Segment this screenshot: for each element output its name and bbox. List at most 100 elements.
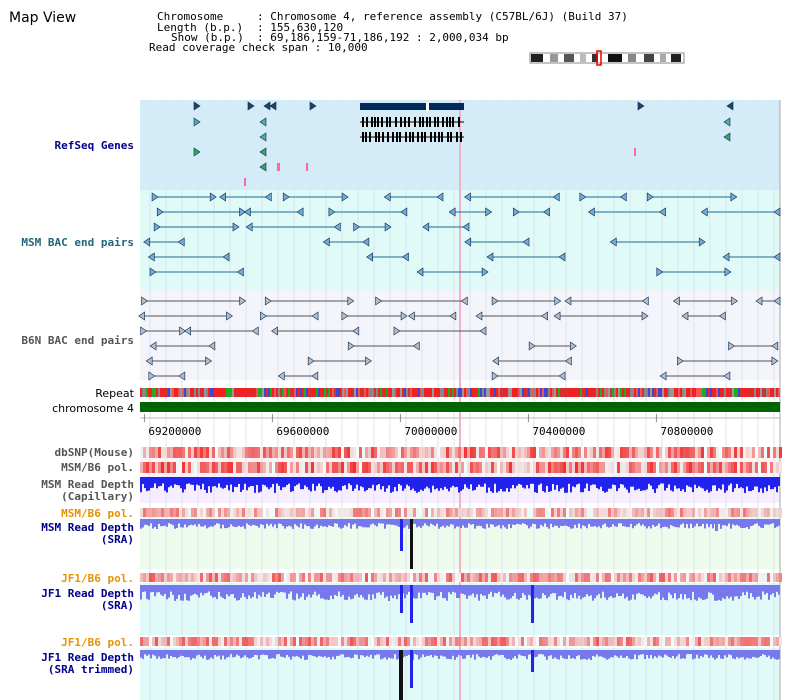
msm-pol-2-cell — [722, 508, 725, 517]
jf1-depth-sra-bar — [336, 585, 338, 597]
jf1-pol-cell — [608, 573, 611, 582]
msm-b6-pol-label-2[interactable]: MSM/B6 pol. — [61, 507, 134, 520]
jf1-pol-2-cell — [572, 637, 575, 646]
b6n-bac-label[interactable]: B6N BAC end pairs — [21, 334, 134, 347]
jf1-pol-2-cell — [683, 637, 686, 646]
msm-bac-end-arrow — [609, 237, 617, 247]
msm-depth-capillary-bar — [426, 477, 428, 487]
jf1-pol-2-cell — [239, 637, 242, 646]
jf1-depth-sra-bar — [534, 585, 536, 599]
jf1-depth-sra-bar — [442, 585, 444, 599]
msm-depth-sra-bar — [166, 519, 168, 527]
jf1-depth-sra-bar — [178, 585, 180, 595]
repeat-segment — [280, 388, 282, 397]
dbsnp-cell — [473, 447, 476, 458]
msm-pol-cell — [635, 462, 638, 473]
msm-depth-capillary-bar — [500, 477, 502, 490]
jf1-b6-pol-label[interactable]: JF1/B6 pol. — [61, 572, 134, 585]
msm-depth-sra-bar — [230, 519, 232, 525]
jf1-depth-trim-bar — [312, 650, 314, 656]
msm-depth-sra-bar — [522, 519, 524, 524]
jf1-pol-2-cell — [482, 637, 485, 646]
msm-depth-capillary-bar — [352, 477, 354, 491]
jf1-pol-2-cell — [242, 637, 245, 646]
dbsnp-cell — [428, 447, 431, 458]
msm-depth-capillary-bar — [408, 477, 410, 487]
jf1-pol-2-cell — [653, 637, 656, 646]
jf1-depth-trim-bar — [586, 650, 588, 660]
jf1-depth-trim-bar — [656, 650, 658, 658]
msm-depth-capillary-bar — [402, 477, 404, 491]
msm-b6-pol-label[interactable]: MSM/B6 pol. — [61, 461, 134, 474]
msm-depth-sra-bar — [150, 519, 152, 524]
jf1-depth-sra-bar — [284, 585, 286, 593]
jf1-depth-trim-bar — [208, 650, 210, 660]
repeat-segment — [636, 388, 638, 397]
msm-depth-sra-bar — [692, 519, 694, 528]
jf1-depth-trim-bar — [276, 650, 278, 655]
jf1-depth-trim-bar — [596, 650, 598, 655]
dbsnp-label[interactable]: dbSNP(Mouse) — [54, 446, 134, 459]
msm-depth-capillary-bar — [234, 477, 236, 487]
msm-depth-sra-bar — [762, 519, 764, 529]
msm-pol-2-cell — [326, 508, 329, 517]
msm-depth-capillary-label-1[interactable]: MSM Read Depth — [41, 478, 134, 491]
msm-pol-cell — [296, 462, 299, 473]
msm-pol-2-cell — [305, 508, 308, 517]
dbsnp-cell — [344, 447, 347, 458]
jf1-b6-pol-label-2[interactable]: JF1/B6 pol. — [61, 636, 134, 649]
msm-depth-capillary-bar — [198, 477, 200, 486]
msm-depth-capillary-bar — [368, 477, 370, 489]
repeat-segment — [260, 388, 262, 397]
repeat-segment — [390, 388, 392, 397]
msm-depth-capillary-bar — [740, 477, 742, 488]
msm-depth-sra-bar — [264, 519, 266, 529]
jf1-depth-trim-bar — [468, 650, 470, 655]
msm-pol-2-cell — [563, 508, 566, 517]
dbsnp-cell — [665, 447, 668, 458]
dbsnp-cell — [443, 447, 446, 458]
jf1-depth-sra-bar — [504, 585, 506, 598]
chromosome-ideogram[interactable] — [528, 50, 688, 66]
repeat-segment — [612, 388, 614, 397]
msm-depth-sra-bar — [372, 519, 374, 524]
msm-depth-sra-label-1[interactable]: MSM Read Depth — [41, 521, 134, 534]
msm-bac-label[interactable]: MSM BAC end pairs — [21, 236, 134, 249]
jf1-pol-2-cell — [371, 637, 374, 646]
msm-pol-cell — [467, 462, 470, 473]
msm-pol-cell — [710, 462, 713, 473]
dbsnp-cell — [527, 447, 530, 458]
refseq-genes-label[interactable]: RefSeq Genes — [54, 139, 134, 152]
jf1-depth-sra-bar — [364, 585, 366, 600]
msm-pol-cell — [155, 462, 158, 473]
msm-depth-sra-bar — [688, 519, 690, 529]
msm-depth-sra-bar — [238, 519, 240, 526]
msm-depth-capillary-bar — [400, 477, 402, 486]
b6n-bac-end-arrow — [375, 296, 383, 306]
repeat-segment — [618, 388, 620, 397]
jf1-pol-cell — [638, 573, 641, 582]
msm-pol-2-cell — [770, 508, 773, 517]
msm-pol-cell — [254, 462, 257, 473]
jf1-depth-trim-bar — [300, 650, 302, 659]
msm-pol-2-cell — [533, 508, 536, 517]
jf1-depth-trim-bar — [236, 650, 238, 655]
jf1-depth-trim-bar — [458, 650, 460, 655]
jf1-depth-trim-bar — [708, 650, 710, 659]
repeat-segment — [626, 388, 628, 397]
jf1-depth-trim-label-1[interactable]: JF1 Read Depth — [41, 651, 134, 664]
jf1-pol-2-cell — [467, 637, 470, 646]
b6n-bac-end-arrow — [239, 296, 247, 306]
msm-pol-2-cell — [410, 508, 413, 517]
msm-pol-2-cell — [317, 508, 320, 517]
coverage-value: 10,000 — [327, 41, 368, 54]
jf1-depth-sra-bar — [602, 585, 604, 592]
axis-tick-label: 70800000 — [660, 425, 713, 438]
ideogram-band — [550, 54, 558, 62]
jf1-depth-sra-label-1[interactable]: JF1 Read Depth — [41, 587, 134, 600]
msm-depth-sra-bar — [518, 519, 520, 525]
msm-depth-sra-bar — [326, 519, 328, 528]
jf1-depth-sra-bar — [408, 585, 410, 592]
b6n-bac-end-arrow — [311, 371, 319, 381]
